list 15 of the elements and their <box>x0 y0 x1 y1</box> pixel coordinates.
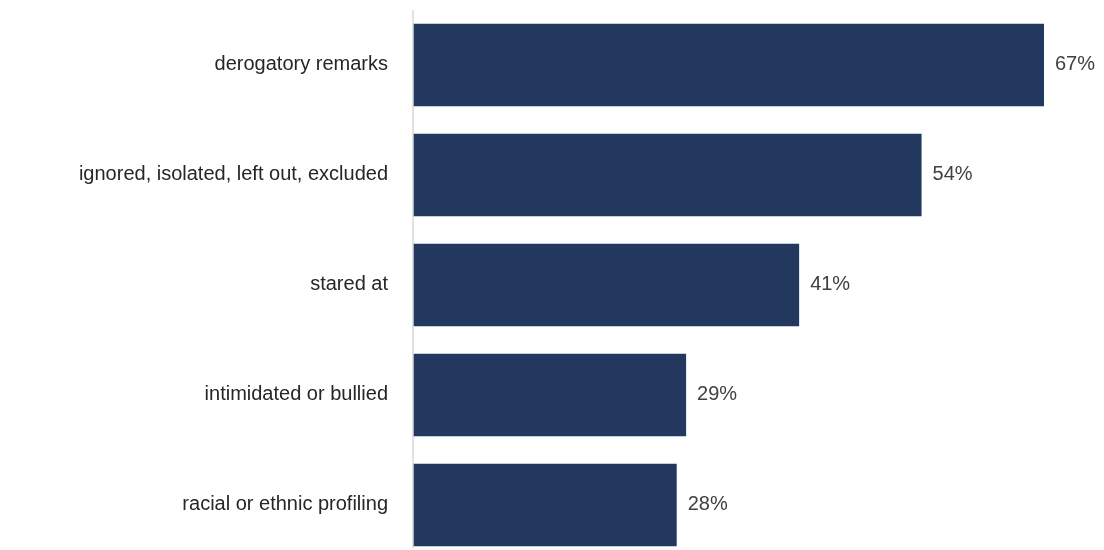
y-tick-label: ignored, isolated, left out, excluded <box>78 162 388 185</box>
data-label: 41% <box>810 272 851 295</box>
y-tick-label: stared at <box>310 272 389 295</box>
bar <box>413 353 687 437</box>
bar <box>413 243 800 327</box>
bar <box>413 463 677 547</box>
y-tick-label: racial or ethnic profiling <box>182 492 388 515</box>
data-label: 28% <box>687 492 728 515</box>
bar <box>413 133 922 217</box>
y-tick-label: intimidated or bullied <box>204 382 388 405</box>
data-label: 67% <box>1055 52 1096 75</box>
bar <box>413 23 1044 107</box>
data-label: 29% <box>697 382 738 405</box>
data-label: 54% <box>932 162 973 185</box>
y-tick-label: derogatory remarks <box>214 52 388 75</box>
